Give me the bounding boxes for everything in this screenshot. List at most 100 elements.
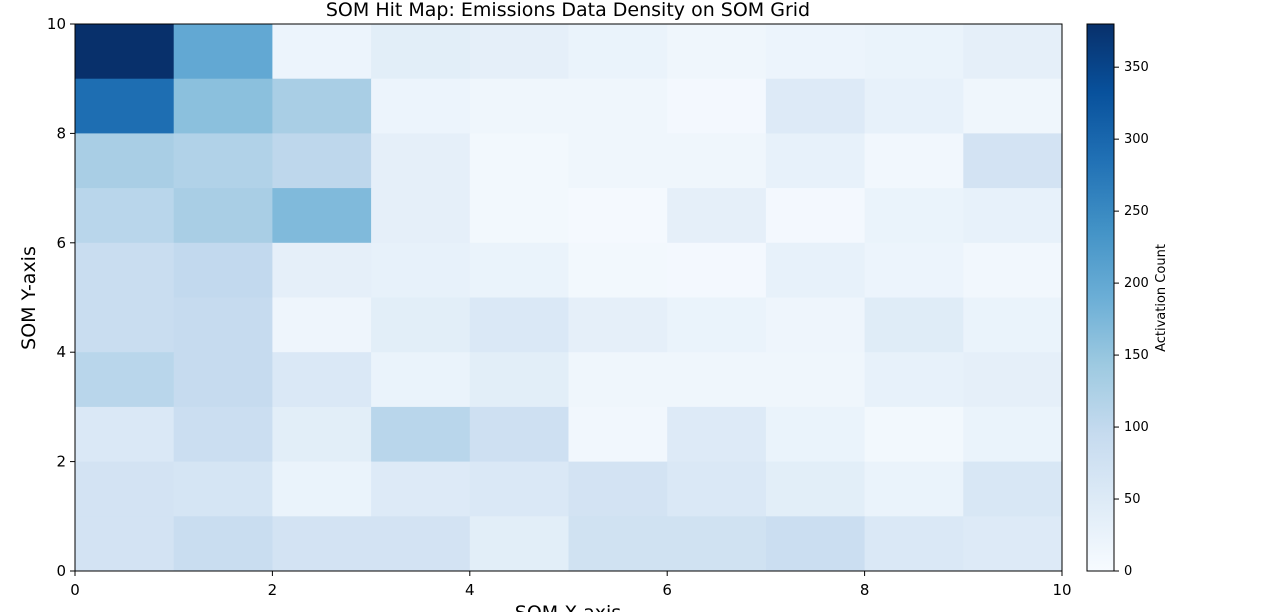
colorbar-tick-label: 300 (1124, 132, 1149, 147)
heatmap-cell (568, 188, 668, 244)
heatmap-cell (963, 188, 1063, 244)
heatmap-cell (75, 24, 175, 80)
heatmap-cell (568, 406, 668, 463)
heatmap-cell (75, 406, 175, 463)
heatmap-cell (963, 242, 1063, 298)
heatmap-cell (568, 516, 668, 572)
heatmap-cell (371, 352, 471, 408)
heatmap-cell (667, 78, 767, 134)
x-tick-label: 4 (465, 581, 475, 599)
heatmap-cell (272, 352, 372, 408)
heatmap-cell (173, 24, 273, 80)
heatmap-cell (568, 242, 668, 298)
colorbar-tick-label: 350 (1124, 60, 1149, 75)
heatmap-cell (272, 78, 372, 134)
heatmap-cell (173, 352, 273, 408)
heatmap-cell (469, 78, 569, 134)
colorbar-tick-label: 0 (1124, 564, 1132, 579)
x-tick-label: 8 (860, 581, 870, 599)
colorbar-ticks: 0 50 100 150 200 250 300 350 (1114, 60, 1149, 579)
heatmap-cell (765, 188, 866, 244)
heatmap-cell (371, 133, 471, 189)
heatmap-cell (272, 242, 372, 298)
heatmap-cell (864, 24, 964, 80)
y-tick-label: 8 (56, 124, 66, 142)
heatmap-cell (75, 352, 175, 408)
heatmap-cell (75, 461, 175, 517)
colorbar-tick-label: 250 (1124, 204, 1149, 219)
heatmap-cell (272, 406, 372, 463)
heatmap-cell (173, 188, 273, 244)
x-tick-label: 2 (268, 581, 278, 599)
heatmap-cell (173, 516, 273, 572)
colorbar-tick-label: 150 (1124, 348, 1149, 363)
heatmap-cell (75, 78, 175, 134)
heatmap-cell (765, 352, 866, 408)
heatmap-cell (568, 297, 668, 353)
colorbar-tick-label: 200 (1124, 276, 1149, 291)
heatmap-cell (667, 406, 767, 463)
colorbar-tick-label: 50 (1124, 492, 1141, 507)
heatmap-cell (75, 242, 175, 298)
x-tick-label: 0 (70, 581, 80, 599)
heatmap-cell (371, 461, 471, 517)
heatmap-cell (371, 78, 471, 134)
heatmap-cell (469, 516, 569, 572)
heatmap-cell (765, 24, 866, 80)
heatmap-cell (864, 78, 964, 134)
heatmap-cell (371, 297, 471, 353)
heatmap-cell (173, 133, 273, 189)
heatmap-cell (272, 516, 372, 572)
heatmap-cell (75, 297, 175, 353)
heatmap-cell (864, 461, 964, 517)
y-tick-label: 6 (56, 234, 66, 252)
heatmap-cell (864, 188, 964, 244)
x-axis-label: SOM X-axis (515, 602, 621, 612)
heatmap-cell (371, 188, 471, 244)
heatmap-cell (469, 406, 569, 463)
x-axis-ticks: 0 2 4 6 8 10 (70, 571, 1072, 599)
heatmap-cell (272, 461, 372, 517)
heatmap-cell (864, 297, 964, 353)
heatmap-cell (963, 133, 1063, 189)
heatmap-cell (469, 461, 569, 517)
heatmap-cell (864, 133, 964, 189)
heatmap-cell (667, 297, 767, 353)
heatmap-cell (173, 78, 273, 134)
heatmap-cell (667, 242, 767, 298)
heatmap-cell (272, 188, 372, 244)
heatmap-cell (272, 297, 372, 353)
y-tick-label: 10 (47, 15, 66, 33)
heatmap-cell (469, 24, 569, 80)
heatmap-cell (864, 516, 964, 572)
x-tick-label: 10 (1052, 581, 1071, 599)
colorbar (1086, 23, 1115, 572)
y-tick-label: 0 (56, 562, 66, 580)
heatmap-cell (371, 406, 471, 463)
heatmap-cell (469, 133, 569, 189)
heatmap-cell (667, 133, 767, 189)
heatmap-cell (765, 516, 866, 572)
y-tick-label: 4 (56, 343, 66, 361)
heatmap-cell (963, 78, 1063, 134)
heatmap-cell (173, 406, 273, 463)
heatmap-cell (864, 406, 964, 463)
heatmap-cell (568, 461, 668, 517)
heatmap-cell (568, 24, 668, 80)
heatmap-cell (963, 406, 1063, 463)
heatmap-cell (371, 516, 471, 572)
colorbar-tick-label: 100 (1124, 420, 1149, 435)
y-axis-ticks: 0 2 4 6 8 10 (47, 15, 75, 580)
heatmap-cells (75, 24, 1063, 572)
heatmap-cell (272, 24, 372, 80)
heatmap-cell (667, 461, 767, 517)
heatmap-cell (765, 133, 866, 189)
colorbar-label: Activation Count (1154, 244, 1169, 352)
heatmap-cell (75, 188, 175, 244)
chart-title: SOM Hit Map: Emissions Data Density on S… (326, 0, 810, 21)
heatmap-cell (864, 352, 964, 408)
heatmap-cell (765, 297, 866, 353)
heatmap-cell (75, 516, 175, 572)
heatmap-cell (568, 352, 668, 408)
